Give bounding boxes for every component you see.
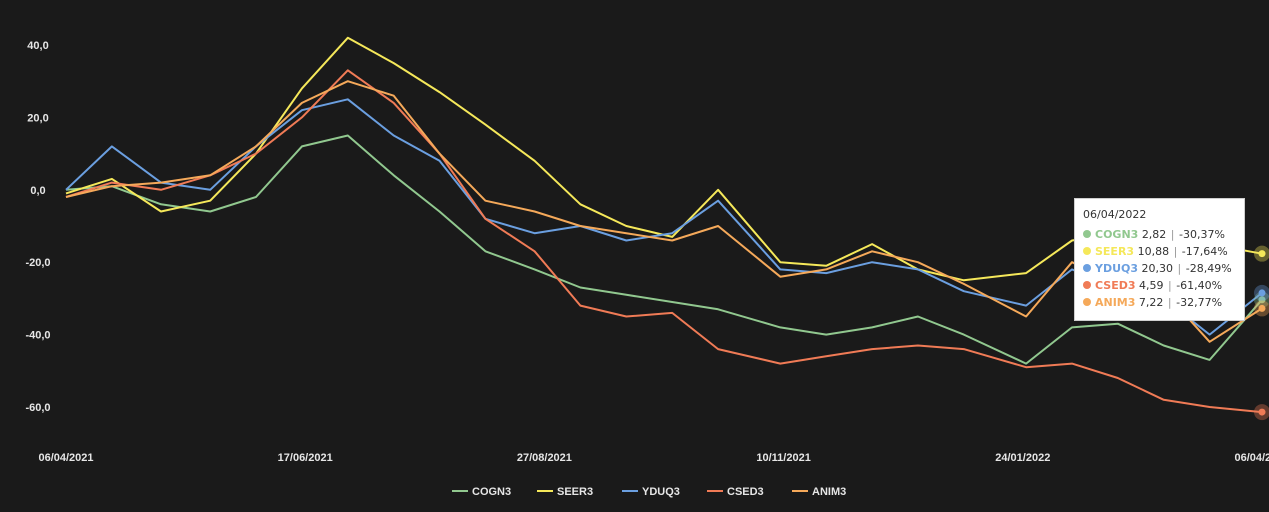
legend-item-anim3[interactable]: ANIM3 — [792, 486, 846, 498]
series-dot-icon — [1083, 230, 1091, 238]
series-line-cogn3 — [65, 134, 1263, 365]
y-tick-label: -20,0 — [25, 257, 50, 269]
series-line-anim3 — [65, 80, 1263, 343]
x-tick-label: 06/04/2021 — [38, 452, 93, 464]
tooltip-value: 4,59 — [1139, 279, 1164, 292]
tooltip-separator: | — [1170, 245, 1181, 258]
tooltip-separator: | — [1164, 296, 1176, 309]
tooltip-value: 2,82 — [1141, 228, 1167, 241]
tooltip-row: SEER3 10,88 | -17,64% — [1083, 243, 1236, 260]
legend-label: SEER3 — [557, 486, 593, 498]
series-line-seer3 — [65, 36, 1263, 282]
tooltip-change: -17,64% — [1181, 245, 1228, 258]
legend-label: CSED3 — [727, 486, 764, 498]
tooltip: 06/04/2022 COGN3 2,82 | -30,37% SEER3 10… — [1074, 198, 1245, 321]
x-tick-label: 06/04/2022 — [1234, 452, 1269, 464]
tooltip-row: CSED3 4,59 | -61,40% — [1083, 277, 1236, 294]
endpoint-marker — [1258, 408, 1266, 416]
x-tick-label: 24/01/2022 — [995, 452, 1050, 464]
tooltip-value: 10,88 — [1137, 245, 1170, 258]
legend-item-csed3[interactable]: CSED3 — [707, 486, 764, 498]
endpoint-markers — [1254, 245, 1269, 421]
tooltip-change: -32,77% — [1176, 296, 1223, 309]
legend-item-seer3[interactable]: SEER3 — [537, 486, 593, 498]
tooltip-row: COGN3 2,82 | -30,37% — [1083, 226, 1236, 243]
legend-item-yduq3[interactable]: YDUQ3 — [622, 486, 680, 498]
legend-label: ANIM3 — [812, 486, 846, 498]
tooltip-series-name: COGN3 — [1095, 228, 1139, 241]
tooltip-series-name: YDUQ3 — [1095, 262, 1139, 275]
tooltip-series-name: SEER3 — [1095, 245, 1135, 258]
endpoint-marker — [1258, 304, 1266, 312]
tooltip-series-name: CSED3 — [1095, 279, 1136, 292]
tooltip-separator: | — [1174, 262, 1185, 275]
legend-item-cogn3[interactable]: COGN3 — [452, 486, 511, 498]
tooltip-value: 7,22 — [1138, 296, 1164, 309]
endpoint-marker — [1258, 289, 1266, 297]
y-tick-label: 40,0 — [27, 40, 48, 52]
tooltip-separator: | — [1164, 279, 1176, 292]
y-tick-label: -60,0 — [25, 402, 50, 414]
tooltip-change: -28,49% — [1185, 262, 1232, 275]
series-dot-icon — [1083, 264, 1091, 272]
legend-label: COGN3 — [472, 486, 511, 498]
x-tick-label: 10/11/2021 — [756, 452, 810, 464]
tooltip-change: -30,37% — [1179, 228, 1225, 241]
y-tick-label: 20,0 — [27, 112, 48, 124]
tooltip-rows: COGN3 2,82 | -30,37% SEER3 10,88 | -17,6… — [1083, 226, 1236, 311]
series-line-csed3 — [65, 69, 1263, 414]
tooltip-series-name: ANIM3 — [1095, 296, 1136, 309]
series-dot-icon — [1083, 298, 1091, 306]
tooltip-row: ANIM3 7,22 | -32,77% — [1083, 294, 1236, 311]
series-layer — [65, 36, 1263, 414]
y-axis: 40,0 20,0 0,0 -20,0 -40,0 -60,0 — [25, 40, 50, 414]
tooltip-date: 06/04/2022 — [1083, 208, 1147, 221]
y-tick-label: 0,0 — [30, 185, 45, 197]
legend: COGN3 SEER3 YDUQ3 CSED3 ANIM3 — [452, 486, 846, 498]
tooltip-row: YDUQ3 20,30 | -28,49% — [1083, 260, 1236, 277]
x-tick-label: 27/08/2021 — [517, 452, 572, 464]
endpoint-marker — [1258, 250, 1266, 258]
x-axis: 06/04/2021 17/06/2021 27/08/2021 10/11/2021… — [38, 452, 1269, 464]
y-tick-label: -40,0 — [25, 330, 50, 342]
legend-label: YDUQ3 — [642, 486, 680, 498]
tooltip-value: 20,30 — [1141, 262, 1174, 275]
tooltip-separator: | — [1167, 228, 1179, 241]
series-dot-icon — [1083, 281, 1091, 289]
series-dot-icon — [1083, 247, 1091, 255]
endpoint-marker — [1258, 296, 1266, 304]
x-tick-label: 17/06/2021 — [278, 452, 333, 464]
tooltip-change: -61,40% — [1176, 279, 1223, 292]
